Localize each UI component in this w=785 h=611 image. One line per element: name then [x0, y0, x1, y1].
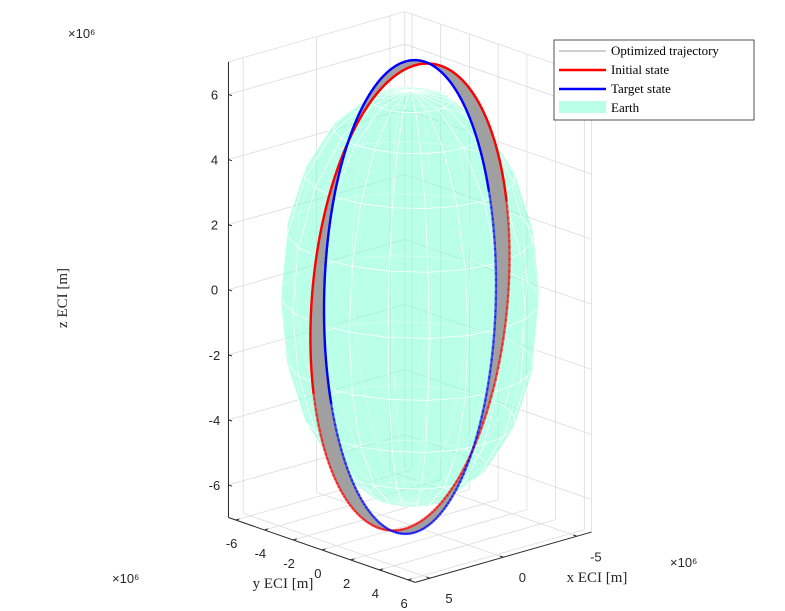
grid-line-floor-y [293, 489, 470, 541]
y-tick [407, 578, 412, 581]
y-tick [321, 548, 326, 551]
y-tick-label: -2 [283, 556, 295, 571]
y-tick-label: 0 [314, 566, 321, 581]
earth-facet [388, 207, 429, 273]
earth-facet [348, 266, 390, 338]
x-tick [573, 534, 578, 537]
z-tick-label: -6 [209, 478, 221, 493]
z-tick-label: 4 [211, 153, 218, 168]
z-tick [228, 159, 233, 162]
earth-facet [372, 89, 411, 109]
y-tick [350, 558, 355, 561]
z-tick-label: 6 [211, 87, 218, 102]
grid-line-floor-y [379, 519, 556, 571]
y-tick [379, 568, 384, 571]
z-tick-label: -2 [209, 348, 221, 363]
x-multiplier: ×10⁶ [670, 555, 697, 570]
grid-box-edge [228, 11, 405, 63]
y-multiplier: ×10⁶ [112, 571, 139, 586]
x-tick [426, 576, 431, 579]
legend-label-target: Target state [611, 81, 671, 96]
earth-facet [387, 336, 430, 401]
grid-line-floor-y [321, 499, 499, 551]
z-tick-label: 2 [211, 218, 218, 233]
grid-line-back-z [404, 108, 592, 175]
x-tick [499, 555, 504, 558]
grid-line-floor-y [350, 509, 527, 561]
z-tick [228, 224, 233, 227]
grid-line-left-z [228, 43, 405, 95]
earth-facet [391, 152, 426, 209]
z-axis-label: z ECI [m] [55, 268, 71, 328]
grid-line-left-z [228, 434, 405, 486]
z-tick-label: -4 [209, 413, 221, 428]
axis-lines [227, 61, 592, 583]
earth-facet [348, 331, 390, 400]
grid-line-back-z [404, 369, 592, 435]
x-tick-label: 0 [519, 570, 526, 585]
legend-label-initial: Initial state [611, 62, 669, 77]
earth-facet [387, 270, 430, 339]
legend-label-earth: Earth [611, 100, 640, 115]
earth-facet [391, 451, 426, 490]
y-tick-label: 6 [400, 596, 407, 611]
y-axis-label: y ECI [m] [253, 576, 314, 592]
y-tick [235, 518, 240, 521]
optimized-trajectory-surface [310, 59, 510, 535]
earth-facet [388, 399, 429, 453]
orbit-lines [309, 58, 511, 536]
x-axis-label: x ECI [m] [567, 570, 628, 586]
y-tick [264, 528, 269, 531]
y-tick-label: -4 [255, 546, 267, 561]
grid-line-floor-y [235, 469, 413, 521]
y-tick [292, 538, 297, 541]
z-tick [228, 289, 233, 292]
z-tick [228, 93, 233, 97]
z-multiplier: ×10⁶ [68, 26, 95, 41]
tick-labels: 6 4 2 0 -2 -4 -6 -6 -4 -2 0 2 4 6 5 0 -5 [209, 87, 602, 610]
earth-facet [427, 335, 469, 401]
y-tick-label: 2 [343, 576, 350, 591]
grid-line-left-z [228, 108, 405, 160]
z-tick-label: 0 [211, 283, 218, 298]
z-tick [228, 484, 233, 487]
legend-label-optimized: Optimized trajectory [611, 43, 719, 58]
grid-line-floor-y [407, 529, 585, 581]
z-tick [228, 354, 233, 357]
x-tick-label: 5 [445, 591, 452, 606]
legend: Optimized trajectory Initial state Targe… [553, 39, 755, 121]
x-tick-label: -5 [590, 549, 602, 564]
grid-line-back-z [404, 434, 592, 500]
z-tick [228, 419, 233, 422]
legend-swatch-earth [559, 101, 606, 113]
earth-facet [427, 269, 469, 339]
y-tick-label: -6 [226, 536, 238, 551]
grid-line-left-z [228, 173, 405, 226]
y-tick-label: 4 [372, 586, 379, 601]
